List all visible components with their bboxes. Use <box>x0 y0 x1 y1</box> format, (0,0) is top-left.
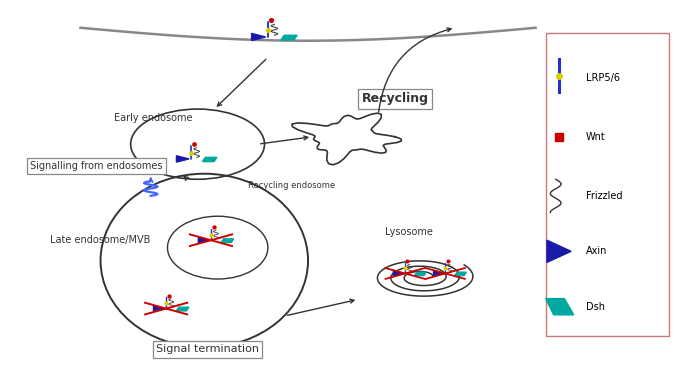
FancyBboxPatch shape <box>546 33 669 336</box>
Polygon shape <box>251 34 266 41</box>
Polygon shape <box>455 272 466 276</box>
Text: Axin: Axin <box>586 246 607 256</box>
Text: Early endosome: Early endosome <box>114 113 193 123</box>
Polygon shape <box>393 271 404 276</box>
Polygon shape <box>415 272 426 276</box>
Text: Dsh: Dsh <box>586 302 605 312</box>
Polygon shape <box>546 299 574 315</box>
Text: Recycling endosome: Recycling endosome <box>248 181 335 190</box>
Polygon shape <box>154 306 165 311</box>
Polygon shape <box>547 240 571 262</box>
Text: Frizzled: Frizzled <box>586 191 622 201</box>
Polygon shape <box>281 35 297 40</box>
Polygon shape <box>176 156 189 162</box>
Text: Signalling from endosomes: Signalling from endosomes <box>30 161 163 171</box>
Text: Wnt: Wnt <box>586 132 606 142</box>
Text: Lysosome: Lysosome <box>385 227 433 236</box>
Polygon shape <box>176 307 189 311</box>
Text: LRP5/6: LRP5/6 <box>586 73 619 83</box>
Polygon shape <box>198 238 209 243</box>
Polygon shape <box>202 157 217 162</box>
Text: Signal termination: Signal termination <box>156 344 259 354</box>
Polygon shape <box>221 239 234 242</box>
Text: Recycling: Recycling <box>361 92 428 106</box>
Polygon shape <box>434 271 444 276</box>
Text: Late endosome/MVB: Late endosome/MVB <box>51 234 151 245</box>
